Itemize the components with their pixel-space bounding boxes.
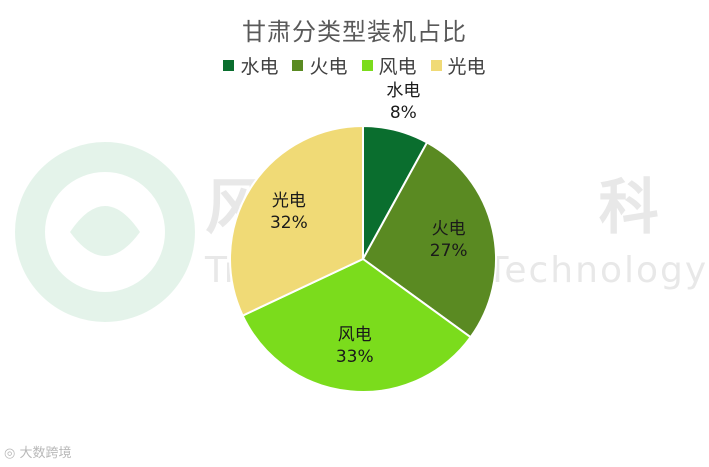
slice-value-label: 32% [269, 212, 308, 233]
slice-category-label: 火电 [431, 218, 466, 239]
legend-swatch-1 [292, 60, 304, 71]
slice-value-label: 8% [389, 102, 417, 123]
legend-swatch-2 [361, 60, 373, 71]
legend-label: 水电 [240, 56, 279, 78]
legend: 水电 火电 风电 光电 [0, 52, 709, 79]
logo-text: 大数跨境 [19, 446, 72, 461]
chart-title: 甘肃分类型装机占比 [242, 18, 467, 46]
slice-label: 水电 8% [386, 80, 420, 124]
legend-label: 火电 [309, 56, 348, 78]
legend-item: 风电 [361, 52, 417, 79]
logo-icon: ◎ [4, 446, 20, 461]
legend-item: 火电 [292, 52, 348, 79]
slice-value-label: 33% [335, 347, 374, 368]
slice-category-label: 光电 [271, 190, 306, 211]
legend-swatch-3 [430, 60, 442, 71]
pie-slice [241, 257, 472, 393]
slice-category-label: 水电 [386, 80, 421, 101]
watermark-logo-swirl-icon [70, 206, 140, 256]
legend-item: 水电 [223, 52, 278, 79]
pie-slice [361, 141, 497, 339]
legend-item: 光电 [430, 52, 486, 79]
slice-category-label: 风电 [337, 325, 372, 346]
slice-label: 风电 33% [336, 324, 374, 368]
pie-slice [229, 124, 364, 317]
slice-label: 火电 27% [430, 218, 468, 262]
legend-label: 光电 [447, 56, 486, 78]
legend-label: 风电 [378, 56, 417, 78]
slice-label: 光电 32% [270, 190, 308, 234]
watermark-logo-icon [15, 142, 195, 322]
slice-value-label: 27% [429, 240, 468, 261]
legend-swatch-0 [223, 60, 235, 71]
logo-mark: ◎ 大数跨境 [4, 442, 72, 461]
